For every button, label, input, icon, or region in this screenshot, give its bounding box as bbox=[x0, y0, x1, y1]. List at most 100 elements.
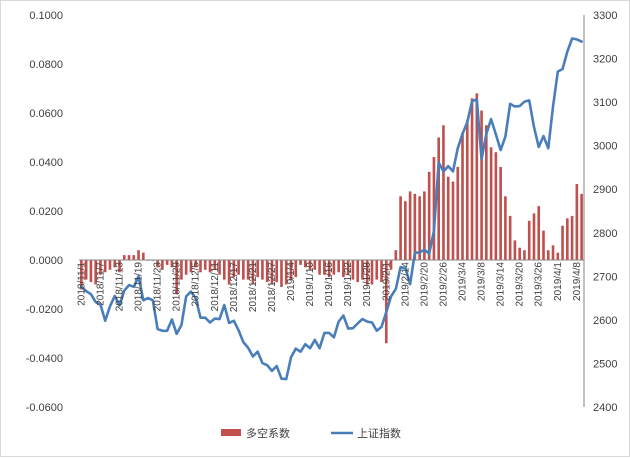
bar bbox=[418, 196, 421, 260]
x-tick-label: 2018/12/21 bbox=[248, 262, 259, 312]
y-right-tick-label: 2500 bbox=[593, 358, 617, 370]
legend-label-bar: 多空系数 bbox=[246, 426, 290, 440]
bar bbox=[384, 260, 388, 344]
x-tick-label: 2019/2/26 bbox=[438, 262, 449, 307]
bar bbox=[356, 260, 360, 283]
bar bbox=[532, 213, 536, 260]
bar bbox=[299, 260, 302, 265]
y-left-tick-label: -0.0400 bbox=[26, 353, 63, 365]
y-axis-left: 0.1000 0.0800 0.0600 0.0400 0.0200 0.0000 -0.0… bbox=[26, 10, 63, 414]
bar bbox=[518, 247, 521, 260]
line-path bbox=[80, 37, 583, 381]
bar bbox=[275, 260, 279, 283]
y-right-tick-label: 2400 bbox=[593, 402, 617, 414]
bar bbox=[175, 260, 178, 295]
bar bbox=[413, 193, 417, 260]
bar bbox=[94, 260, 97, 285]
bar bbox=[346, 260, 350, 275]
bar bbox=[303, 260, 307, 268]
x-tick-label: 2018/11/7 bbox=[95, 262, 106, 306]
x-tick-label: 2019/1/4 bbox=[286, 262, 297, 301]
bar bbox=[423, 191, 426, 260]
bar bbox=[261, 260, 264, 280]
bar bbox=[451, 181, 455, 260]
y-right-tick-label: 2900 bbox=[593, 184, 617, 196]
y-right-tick-label: 2800 bbox=[593, 228, 617, 240]
bar bbox=[308, 260, 312, 270]
bar bbox=[461, 132, 464, 260]
bar bbox=[546, 250, 550, 260]
bar bbox=[570, 215, 574, 260]
x-tick-label: 2018/11/19 bbox=[134, 262, 145, 312]
bar bbox=[332, 260, 336, 275]
bar bbox=[508, 215, 512, 260]
bar bbox=[432, 157, 436, 260]
y-right-tick-label: 2600 bbox=[593, 315, 617, 327]
bar bbox=[342, 260, 345, 278]
bar bbox=[442, 125, 445, 260]
bar bbox=[227, 260, 231, 285]
bar bbox=[213, 260, 217, 270]
y-right-tick-label: 3300 bbox=[593, 10, 617, 22]
bar bbox=[527, 220, 531, 260]
bar bbox=[499, 166, 502, 260]
bar bbox=[380, 260, 383, 283]
x-tick-label: 2019/4/8 bbox=[572, 262, 583, 301]
bar bbox=[337, 260, 340, 273]
x-tick-label: 2019/4/1 bbox=[553, 262, 564, 301]
bar bbox=[256, 260, 259, 278]
bar bbox=[108, 260, 112, 270]
bar bbox=[404, 201, 407, 260]
bar bbox=[575, 184, 579, 260]
legend: 多空系数 上证指数 bbox=[221, 426, 401, 440]
axis-lines bbox=[79, 15, 585, 407]
bar bbox=[289, 260, 293, 280]
x-tick-label: 2018/11/23 bbox=[153, 262, 164, 312]
bar bbox=[142, 252, 145, 260]
bar bbox=[475, 93, 479, 261]
bar bbox=[180, 260, 183, 280]
bar bbox=[242, 260, 245, 280]
bar bbox=[361, 260, 364, 280]
bar bbox=[408, 191, 412, 260]
bar bbox=[137, 250, 140, 260]
bar bbox=[537, 206, 541, 260]
bar bbox=[170, 260, 174, 268]
bar bbox=[99, 260, 102, 275]
bar bbox=[465, 120, 469, 260]
x-tick-label: 2019/2/14 bbox=[400, 262, 411, 307]
bar bbox=[456, 166, 460, 260]
line-series bbox=[80, 37, 583, 381]
bar bbox=[223, 260, 226, 280]
bar bbox=[399, 196, 402, 260]
bar bbox=[480, 110, 483, 260]
bar bbox=[84, 260, 88, 280]
bar bbox=[113, 260, 117, 268]
y-left-tick-label: 0.1000 bbox=[29, 10, 63, 22]
bar bbox=[365, 260, 369, 285]
x-tick-label: 2019/3/20 bbox=[515, 262, 526, 307]
bar bbox=[327, 260, 331, 278]
bar bbox=[556, 252, 560, 260]
x-tick-label: 2019/2/20 bbox=[419, 262, 430, 307]
x-axis: 2018/11/1 2018/11/7 2018/11/13 2018/11/19 20… bbox=[76, 262, 582, 312]
bar bbox=[551, 245, 555, 260]
bar bbox=[237, 260, 240, 275]
y-left-tick-label: 0.0000 bbox=[29, 255, 63, 267]
y-right-tick-label: 3000 bbox=[593, 141, 617, 153]
bar-series bbox=[80, 93, 583, 344]
bar bbox=[156, 260, 159, 268]
y-left-tick-label: 0.0400 bbox=[29, 157, 63, 169]
x-tick-label: 2018/12/17 bbox=[229, 262, 240, 312]
bar bbox=[394, 250, 398, 260]
x-tick-label: 2018/12/11 bbox=[210, 262, 221, 312]
bar bbox=[427, 171, 431, 260]
y-right-tick-label: 2700 bbox=[593, 271, 617, 283]
legend-swatch-bar bbox=[221, 429, 241, 436]
y-right-tick-label: 3200 bbox=[593, 54, 617, 66]
y-left-tick-label: 0.0200 bbox=[29, 206, 63, 218]
bar bbox=[470, 98, 474, 260]
x-tick-label: 2019/2/1 bbox=[381, 262, 392, 301]
